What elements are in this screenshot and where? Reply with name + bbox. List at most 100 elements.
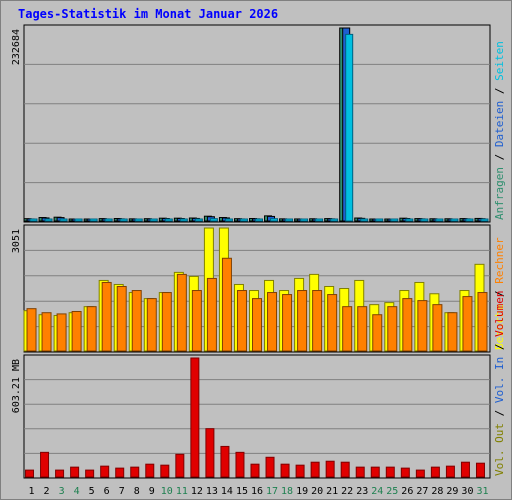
- chart-panel-3: 603.21 MB: [11, 354, 491, 479]
- bar-rechner-day-30: [462, 296, 473, 352]
- bar-seiten-day-7: [119, 218, 128, 222]
- bar-seiten-day-10: [164, 218, 173, 222]
- plot-area: [23, 354, 491, 479]
- bar-seiten-day-21: [330, 218, 339, 222]
- bar-seiten-day-24: [375, 218, 384, 222]
- x-tick-label: 17: [266, 486, 278, 497]
- bar-rechner-day-22: [342, 306, 353, 352]
- bar-seiten-day-13: [209, 218, 218, 222]
- x-tick-label: 23: [356, 486, 368, 497]
- bar-rechner-day-6: [101, 281, 112, 352]
- legend-panel-1: Anfragen / Dateien / Seiten: [493, 41, 506, 220]
- bar-seiten-day-9: [149, 218, 158, 222]
- legend-item-volumen: Volumen: [493, 291, 506, 337]
- bar-rechner-day-26: [402, 298, 413, 352]
- x-tick-label: 3: [59, 486, 65, 497]
- bar-volumen-day-22: [340, 461, 350, 478]
- bar-rechner-day-5: [86, 306, 97, 352]
- x-tick-label: 13: [206, 486, 218, 497]
- bar-volumen-day-24: [370, 466, 380, 478]
- bar-seiten-day-11: [179, 218, 188, 222]
- chart-panels: 232684 3051 603.21 MB: [11, 24, 491, 479]
- bar-rechner-day-13: [206, 277, 217, 352]
- bar-seiten-day-20: [315, 218, 324, 222]
- bar-rechner-day-14: [221, 257, 232, 352]
- bar-seiten-day-4: [74, 218, 83, 222]
- bar-volumen-day-27: [415, 469, 425, 478]
- y-max-label: 3051: [11, 229, 22, 253]
- x-tick-label: 18: [281, 486, 293, 497]
- bar-volumen-day-11: [175, 453, 185, 478]
- bar-rechner-day-15: [236, 290, 247, 352]
- bar-rechner-day-20: [312, 290, 323, 352]
- legend-panel-2: Besuche / Rechner: [493, 237, 506, 350]
- y-max-label: 232684: [11, 29, 22, 65]
- x-tick-label: 7: [119, 486, 125, 497]
- bar-seiten-day-30: [465, 218, 474, 222]
- bar-seiten-day-22: [345, 33, 354, 222]
- bar-seiten-day-28: [435, 218, 444, 222]
- x-axis-labels: 1 2 3 4 5 6 7 8 9 10 11 12 13 14 15 16 17 18 19 20 21 22 23 24 2…: [29, 486, 489, 497]
- x-tick-label: 20: [311, 486, 323, 497]
- x-tick-label: 26: [401, 486, 413, 497]
- legend-separator: /: [493, 81, 506, 101]
- chart-title: Tages-Statistik im Monat Januar 2026: [18, 7, 278, 21]
- bar-volumen-day-13: [205, 428, 215, 478]
- bar-rechner-day-1: [26, 308, 37, 352]
- bar-seiten-day-6: [104, 218, 113, 222]
- bar-volumen-day-16: [250, 463, 260, 478]
- bar-seiten-day-23: [360, 218, 369, 222]
- legend-separator: /: [493, 337, 506, 357]
- x-tick-label: 2: [44, 486, 50, 497]
- x-tick-label: 8: [134, 486, 140, 497]
- bar-rechner-day-10: [161, 292, 172, 352]
- bar-volumen-day-7: [115, 467, 125, 478]
- x-tick-label: 28: [431, 486, 443, 497]
- bar-volumen-day-30: [460, 461, 470, 478]
- bar-volumen-day-15: [235, 451, 245, 478]
- bar-rechner-day-7: [116, 285, 127, 352]
- chart-panel-1: 232684: [11, 24, 491, 223]
- x-tick-label: 9: [149, 486, 155, 497]
- x-tick-label: 6: [104, 486, 110, 497]
- bar-rechner-day-9: [146, 298, 157, 352]
- bar-rechner-day-18: [282, 294, 293, 352]
- bar-rechner-day-31: [477, 292, 488, 352]
- bar-volumen-day-3: [55, 469, 65, 478]
- bar-rechner-day-24: [372, 314, 383, 352]
- legend-panel-3: Vol. Out / Vol. In / Volumen: [493, 291, 506, 476]
- bar-rechner-day-8: [131, 290, 142, 352]
- bar-volumen-day-20: [310, 461, 320, 478]
- x-tick-label: 11: [176, 486, 188, 497]
- bar-volumen-day-12: [190, 357, 200, 478]
- bar-volumen-day-19: [295, 464, 305, 478]
- bar-volumen-day-5: [85, 469, 95, 478]
- x-tick-label: 29: [446, 486, 458, 497]
- bar-seiten-day-17: [270, 218, 279, 222]
- bar-volumen-day-1: [25, 469, 35, 478]
- bar-volumen-day-4: [70, 466, 80, 478]
- bar-rechner-day-25: [387, 306, 398, 352]
- bar-seiten-day-1: [29, 218, 38, 222]
- bar-seiten-day-8: [134, 218, 143, 222]
- x-tick-label: 22: [341, 486, 353, 497]
- bar-seiten-day-29: [450, 218, 459, 222]
- bar-seiten-day-26: [405, 218, 414, 222]
- bar-rechner-day-17: [267, 292, 278, 352]
- x-tick-label: 24: [371, 486, 383, 497]
- x-tick-label: 5: [89, 486, 95, 497]
- bar-volumen-day-14: [220, 445, 230, 478]
- legend-item-seiten: Seiten: [493, 41, 506, 81]
- bar-seiten-day-19: [300, 218, 309, 222]
- legend-separator: /: [493, 284, 506, 304]
- bar-seiten-day-15: [239, 218, 248, 222]
- x-tick-label: 15: [236, 486, 248, 497]
- bar-seiten-day-27: [420, 218, 429, 222]
- bar-volumen-day-6: [100, 465, 110, 478]
- bar-rechner-day-27: [417, 300, 428, 352]
- bar-seiten-day-25: [390, 218, 399, 222]
- bar-seiten-day-14: [224, 218, 233, 222]
- bar-rechner-day-21: [327, 294, 338, 352]
- x-tick-label: 16: [251, 486, 263, 497]
- chart-panel-2: 3051: [11, 224, 491, 353]
